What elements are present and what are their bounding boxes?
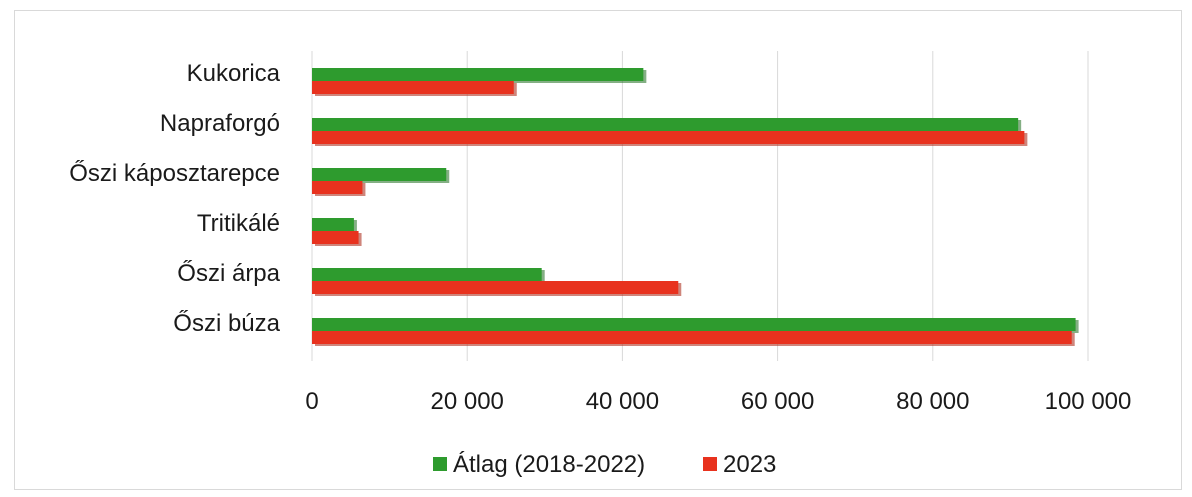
bar [312, 268, 542, 281]
grid-lines [311, 51, 1089, 361]
bar-chart: Kukorica Napraforgó Őszi káposztarepce Trit… [69, 51, 1131, 478]
x-tick-label: 20 000 [430, 388, 503, 415]
bar [312, 81, 514, 94]
legend-label-2023: 2023 [723, 451, 776, 478]
category-labels: Kukorica Napraforgó Őszi káposztarepce Trit… [69, 60, 280, 337]
bar [312, 281, 679, 294]
x-tick-label: 40 000 [586, 388, 659, 415]
bar [312, 68, 644, 81]
category-label: Napraforgó [160, 110, 280, 137]
bar [312, 318, 1076, 331]
x-tick-label: 100 000 [1045, 388, 1132, 415]
legend: Átlag (2018-2022) 2023 [433, 451, 776, 478]
category-label: Őszi káposztarepce [69, 160, 280, 187]
bar [312, 331, 1072, 344]
bar [312, 181, 363, 194]
x-tick-labels: 0 20 000 40 000 60 000 80 000 100 000 [305, 388, 1131, 415]
chart-frame: Kukorica Napraforgó Őszi káposztarepce Trit… [14, 10, 1182, 490]
category-label: Kukorica [187, 60, 281, 87]
bar [312, 118, 1019, 131]
legend-swatch-2023 [703, 457, 717, 471]
x-tick-label: 80 000 [896, 388, 969, 415]
x-tick-label: 60 000 [741, 388, 814, 415]
bar [312, 231, 359, 244]
x-tick-label: 0 [305, 388, 318, 415]
bar [312, 168, 447, 181]
legend-swatch-atlag [433, 457, 447, 471]
bars [312, 68, 1079, 346]
bar [312, 131, 1025, 144]
bar [312, 218, 354, 231]
legend-label-atlag: Átlag (2018-2022) [453, 451, 645, 478]
category-label: Őszi árpa [177, 260, 280, 287]
category-label: Tritikálé [197, 210, 280, 237]
category-label: Őszi búza [173, 310, 280, 337]
